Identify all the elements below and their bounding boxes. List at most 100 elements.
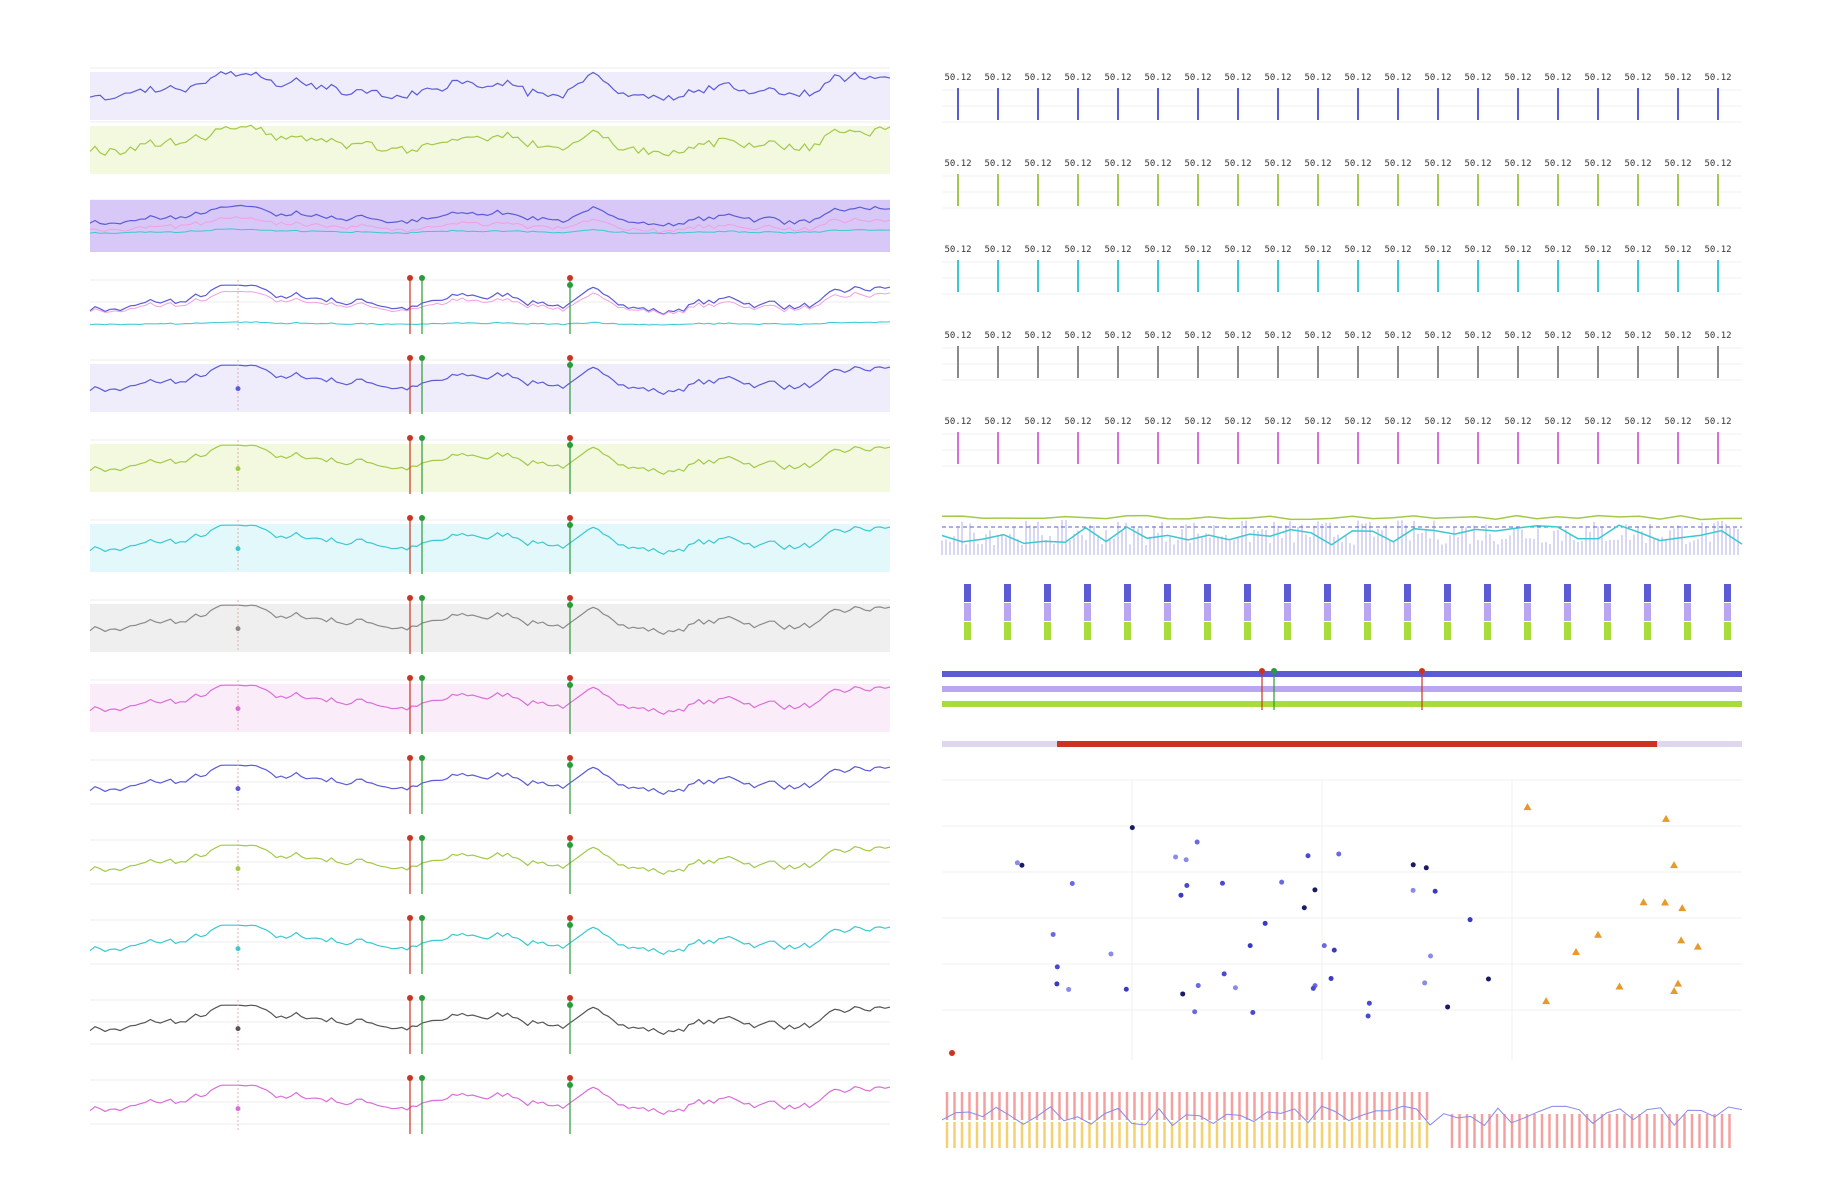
segment-1 xyxy=(1484,584,1491,602)
track-1 xyxy=(942,671,1742,677)
track-marker-dot xyxy=(1271,668,1277,674)
event-dot-2 xyxy=(567,602,573,608)
value-label: 50.12 xyxy=(1064,417,1091,427)
series-line xyxy=(89,764,891,795)
scatter-point xyxy=(1195,983,1201,989)
stack-line-2 xyxy=(89,216,891,234)
event-dot xyxy=(407,435,413,441)
scatter-outlier xyxy=(949,1050,955,1056)
value-label: 50.12 xyxy=(1224,73,1251,83)
value-label: 50.12 xyxy=(1144,159,1171,169)
scatter-point xyxy=(1410,862,1416,868)
segment-3 xyxy=(1204,622,1211,640)
value-label: 50.12 xyxy=(1304,73,1331,83)
value-label: 50.12 xyxy=(1024,245,1051,255)
event-dot-2 xyxy=(567,282,573,288)
value-label: 50.12 xyxy=(1584,73,1611,83)
event-dot xyxy=(567,595,573,601)
series-line xyxy=(89,124,891,157)
scatter-triangle xyxy=(1678,904,1687,912)
value-label: 50.12 xyxy=(1064,159,1091,169)
track-marker-dot xyxy=(1259,668,1265,674)
event-dot xyxy=(407,515,413,521)
value-label: 50.12 xyxy=(1104,331,1131,341)
segment-1 xyxy=(1524,584,1531,602)
scatter-point xyxy=(1305,853,1311,859)
scatter-point xyxy=(1445,1004,1451,1010)
value-label: 50.12 xyxy=(1464,159,1491,169)
value-label: 50.12 xyxy=(1504,73,1531,83)
value-label: 50.12 xyxy=(1344,245,1371,255)
stacked-segments xyxy=(964,584,1731,640)
scatter-point xyxy=(1123,986,1129,992)
scatter-point xyxy=(1183,857,1189,863)
value-label: 50.12 xyxy=(1184,417,1211,427)
event-dot xyxy=(567,1075,573,1081)
segment-1 xyxy=(1404,584,1411,602)
value-label: 50.12 xyxy=(1424,245,1451,255)
value-label: 50.12 xyxy=(944,159,971,169)
value-label: 50.12 xyxy=(984,73,1011,83)
scatter-point xyxy=(1428,953,1434,959)
value-label: 50.12 xyxy=(1344,73,1371,83)
hover-dot xyxy=(235,1106,241,1112)
segment-3 xyxy=(1524,622,1531,640)
value-label: 50.12 xyxy=(1704,159,1731,169)
scatter-point xyxy=(1180,991,1186,997)
segment-2 xyxy=(1204,603,1211,621)
event-dot xyxy=(407,835,413,841)
event-dot xyxy=(407,915,413,921)
hover-dot xyxy=(235,626,241,632)
segment-2 xyxy=(1644,603,1651,621)
scatter-point xyxy=(1485,976,1491,982)
scatter-triangle xyxy=(1615,982,1624,990)
segment-1 xyxy=(964,584,971,602)
scatter-point xyxy=(1279,879,1285,885)
value-label: 50.12 xyxy=(1624,73,1651,83)
event-dot-2 xyxy=(567,522,573,528)
event-dot xyxy=(419,755,425,761)
scatter-point xyxy=(1423,865,1429,871)
scatter-point xyxy=(1192,1009,1198,1015)
scatter-point xyxy=(1054,964,1060,970)
segment-2 xyxy=(1124,603,1131,621)
row-bg xyxy=(90,126,890,174)
scatter-triangle xyxy=(1594,930,1603,938)
segment-1 xyxy=(1004,584,1011,602)
segment-1 xyxy=(1164,584,1171,602)
event-dot xyxy=(567,515,573,521)
segment-1 xyxy=(1684,584,1691,602)
left-row-8 xyxy=(89,675,891,734)
value-label: 50.12 xyxy=(1624,417,1651,427)
segment-2 xyxy=(1044,603,1051,621)
segment-1 xyxy=(1444,584,1451,602)
timeline-line-2 xyxy=(941,524,1743,546)
value-label: 50.12 xyxy=(1264,245,1291,255)
segment-2 xyxy=(1684,603,1691,621)
value-label: 50.12 xyxy=(1184,331,1211,341)
value-label: 50.12 xyxy=(1064,245,1091,255)
event-dot xyxy=(419,675,425,681)
hover-dot xyxy=(235,466,241,472)
event-dot xyxy=(419,995,425,1001)
event-dot xyxy=(419,435,425,441)
segment-1 xyxy=(1644,584,1651,602)
value-label: 50.12 xyxy=(1704,417,1731,427)
series-line xyxy=(89,684,891,715)
left-row-4 xyxy=(89,355,891,414)
segment-2 xyxy=(1244,603,1251,621)
event-dot xyxy=(567,835,573,841)
value-label: 50.12 xyxy=(1464,73,1491,83)
value-label: 50.12 xyxy=(1024,73,1051,83)
segment-3 xyxy=(1724,622,1731,640)
value-label: 50.12 xyxy=(1304,417,1331,427)
left-row-12 xyxy=(89,995,891,1054)
value-label: 50.12 xyxy=(1504,417,1531,427)
event-dot xyxy=(419,355,425,361)
event-dot xyxy=(419,275,425,281)
segment-3 xyxy=(1124,622,1131,640)
scatter-point xyxy=(1262,920,1268,926)
value-label: 50.12 xyxy=(1424,331,1451,341)
value-label: 50.12 xyxy=(1344,331,1371,341)
scatter-point xyxy=(1184,882,1190,888)
